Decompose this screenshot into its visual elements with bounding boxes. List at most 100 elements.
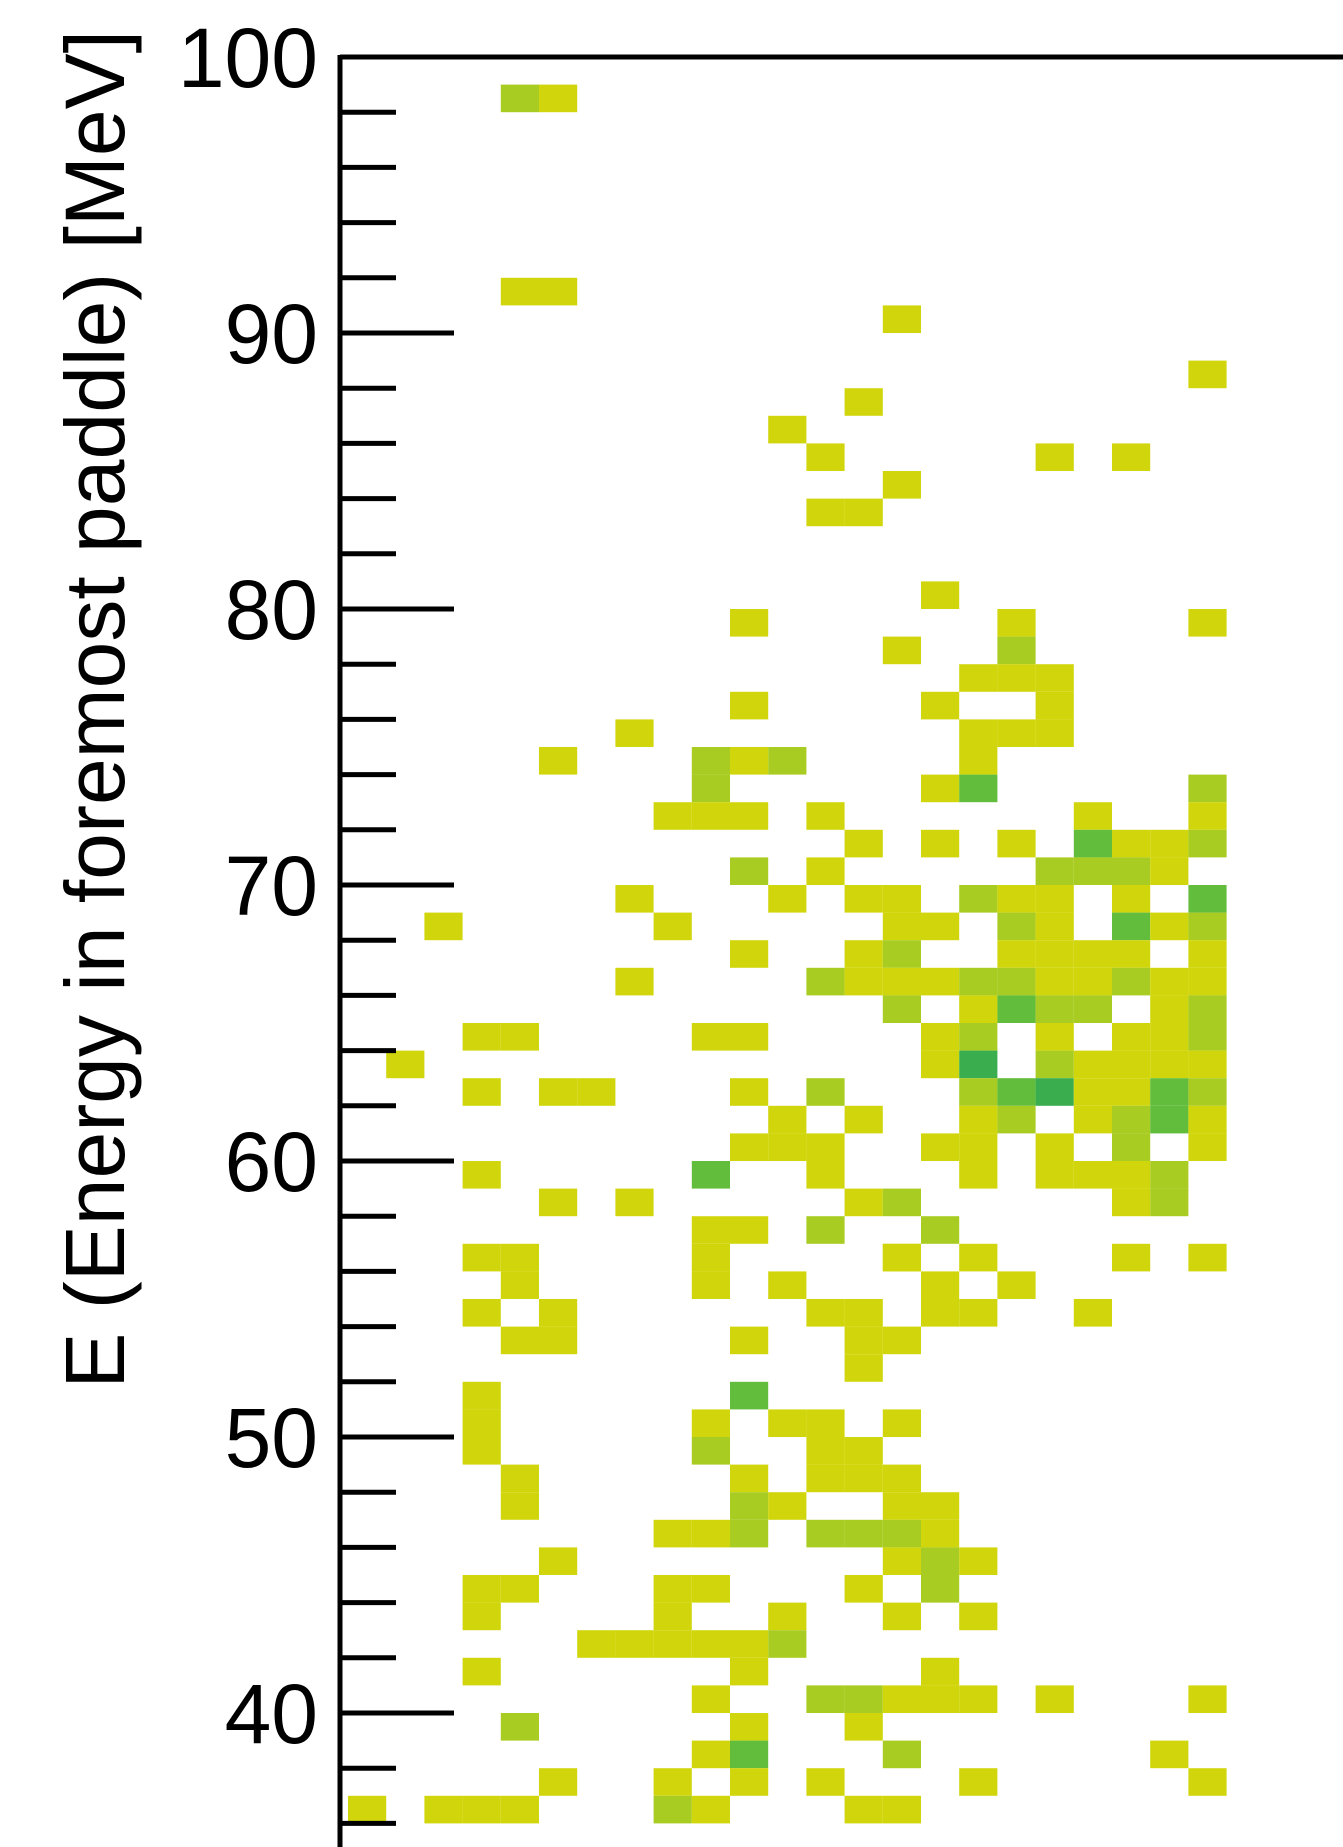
- heatmap-cell: [500, 1713, 539, 1741]
- heatmap-cell: [768, 1271, 807, 1299]
- y-tick-label: 80: [225, 563, 318, 657]
- heatmap-cell: [844, 1575, 883, 1603]
- heatmap-cell: [844, 1713, 883, 1741]
- heatmap-cell: [959, 1161, 998, 1189]
- heatmap-cell: [1150, 1023, 1189, 1051]
- heatmap-cell: [768, 1105, 807, 1134]
- heatmap-cell: [1035, 940, 1074, 968]
- heatmap-cell: [1112, 912, 1151, 941]
- heatmap-cell: [768, 415, 807, 444]
- y-axis-title: E (Energy in foremost paddle) [MeV]: [48, 30, 142, 1389]
- heatmap-cell: [424, 1795, 463, 1824]
- heatmap-cell: [768, 747, 807, 775]
- heatmap-cell: [691, 774, 730, 803]
- heatmap-cell: [882, 885, 921, 913]
- heatmap-cell: [462, 1575, 501, 1603]
- heatmap-cell: [1112, 1188, 1151, 1217]
- heatmap-cell: [1035, 1133, 1074, 1161]
- heatmap-cell: [500, 1464, 539, 1493]
- heatmap-cell: [997, 912, 1036, 941]
- heatmap-cell: [882, 1519, 921, 1548]
- heatmap-cell: [959, 1768, 998, 1796]
- heatmap-cell: [1035, 912, 1074, 941]
- heatmap-cell: [882, 1685, 921, 1713]
- heatmap-cell: [462, 1602, 501, 1631]
- heatmap-cell: [1150, 1050, 1189, 1079]
- heatmap-cell: [768, 1630, 807, 1658]
- heatmap-cell: [768, 1602, 807, 1631]
- heatmap-cell: [730, 1326, 769, 1355]
- heatmap-cell: [539, 1078, 578, 1106]
- heatmap-cell: [882, 305, 921, 333]
- heatmap-cell: [959, 664, 998, 692]
- heatmap-cell: [730, 1768, 769, 1796]
- heatmap-cell: [691, 1243, 730, 1272]
- heatmap-cell: [653, 1630, 692, 1658]
- heatmap-cell: [615, 719, 654, 747]
- heatmap-cell: [882, 1243, 921, 1272]
- heatmap-cell: [844, 1464, 883, 1493]
- heatmap-cell: [959, 1547, 998, 1575]
- heatmap-cell: [1150, 995, 1189, 1023]
- heatmap-cell: [959, 1023, 998, 1051]
- heatmap-cell: [806, 498, 845, 527]
- heatmap-cell: [806, 1768, 845, 1796]
- heatmap-cell: [462, 1409, 501, 1437]
- y-tick-label: 90: [225, 287, 318, 381]
- heatmap-cell: [730, 857, 769, 885]
- heatmap-cell: [959, 1078, 998, 1106]
- heatmap-cell: [997, 719, 1036, 747]
- heatmap-cell: [1073, 1050, 1112, 1079]
- heatmap-cell: [806, 802, 845, 830]
- heatmap-cell: [921, 912, 960, 941]
- heatmap-cell: [424, 912, 463, 941]
- heatmap-cell: [1035, 691, 1074, 720]
- heatmap-cell: [882, 967, 921, 996]
- heatmap-cell: [882, 471, 921, 499]
- heatmap-cell: [1188, 1768, 1227, 1796]
- heatmap-cell: [844, 1795, 883, 1824]
- heatmap-cell: [1035, 1078, 1074, 1106]
- y-tick-label: 100: [178, 11, 318, 105]
- heatmap-cell: [615, 1630, 654, 1658]
- heatmap-cell: [653, 1795, 692, 1824]
- y-axis-ticks: [340, 54, 454, 1826]
- heatmap-cell: [844, 1326, 883, 1355]
- heatmap-cell: [1112, 967, 1151, 996]
- heatmap-cell: [921, 581, 960, 609]
- heatmap-cell: [997, 1105, 1036, 1134]
- heatmap-cell: [882, 940, 921, 968]
- heatmap-cell: [882, 1409, 921, 1437]
- heatmap-cell: [1188, 1023, 1227, 1051]
- heatmap-cell: [1112, 1161, 1151, 1189]
- heatmap-cell: [1188, 1078, 1227, 1106]
- heatmap-cell: [806, 1299, 845, 1327]
- heatmap-cell: [844, 1354, 883, 1382]
- heatmap-cell: [1073, 1078, 1112, 1106]
- heatmap-cell: [615, 885, 654, 913]
- heatmap-cell: [539, 1299, 578, 1327]
- heatmap-cell: [997, 885, 1036, 913]
- heatmap-cell: [844, 1299, 883, 1327]
- heatmap-cell: [921, 1023, 960, 1051]
- heatmap-cell: [691, 747, 730, 775]
- heatmap-cell: [500, 1326, 539, 1355]
- heatmap-cell: [806, 857, 845, 885]
- heatmap-cell: [500, 277, 539, 306]
- heatmap-cell: [921, 1133, 960, 1161]
- heatmap-cell: [730, 747, 769, 775]
- heatmap-cell: [1188, 802, 1227, 830]
- heatmap-cell: [691, 1161, 730, 1189]
- heatmap-cell: [959, 1050, 998, 1079]
- heatmap-cell: [844, 1188, 883, 1217]
- heatmap-cell: [691, 1216, 730, 1244]
- heatmap-cell: [1035, 967, 1074, 996]
- heatmap-cell: [1150, 1740, 1189, 1769]
- heatmap-cell: [921, 829, 960, 858]
- heatmap-cell: [462, 1795, 501, 1824]
- heatmap-cell: [730, 1657, 769, 1686]
- heatmap-cell: [1188, 1133, 1227, 1161]
- heatmap-cell: [730, 609, 769, 637]
- heatmap-cell: [462, 1381, 501, 1410]
- heatmap-cell: [691, 1271, 730, 1299]
